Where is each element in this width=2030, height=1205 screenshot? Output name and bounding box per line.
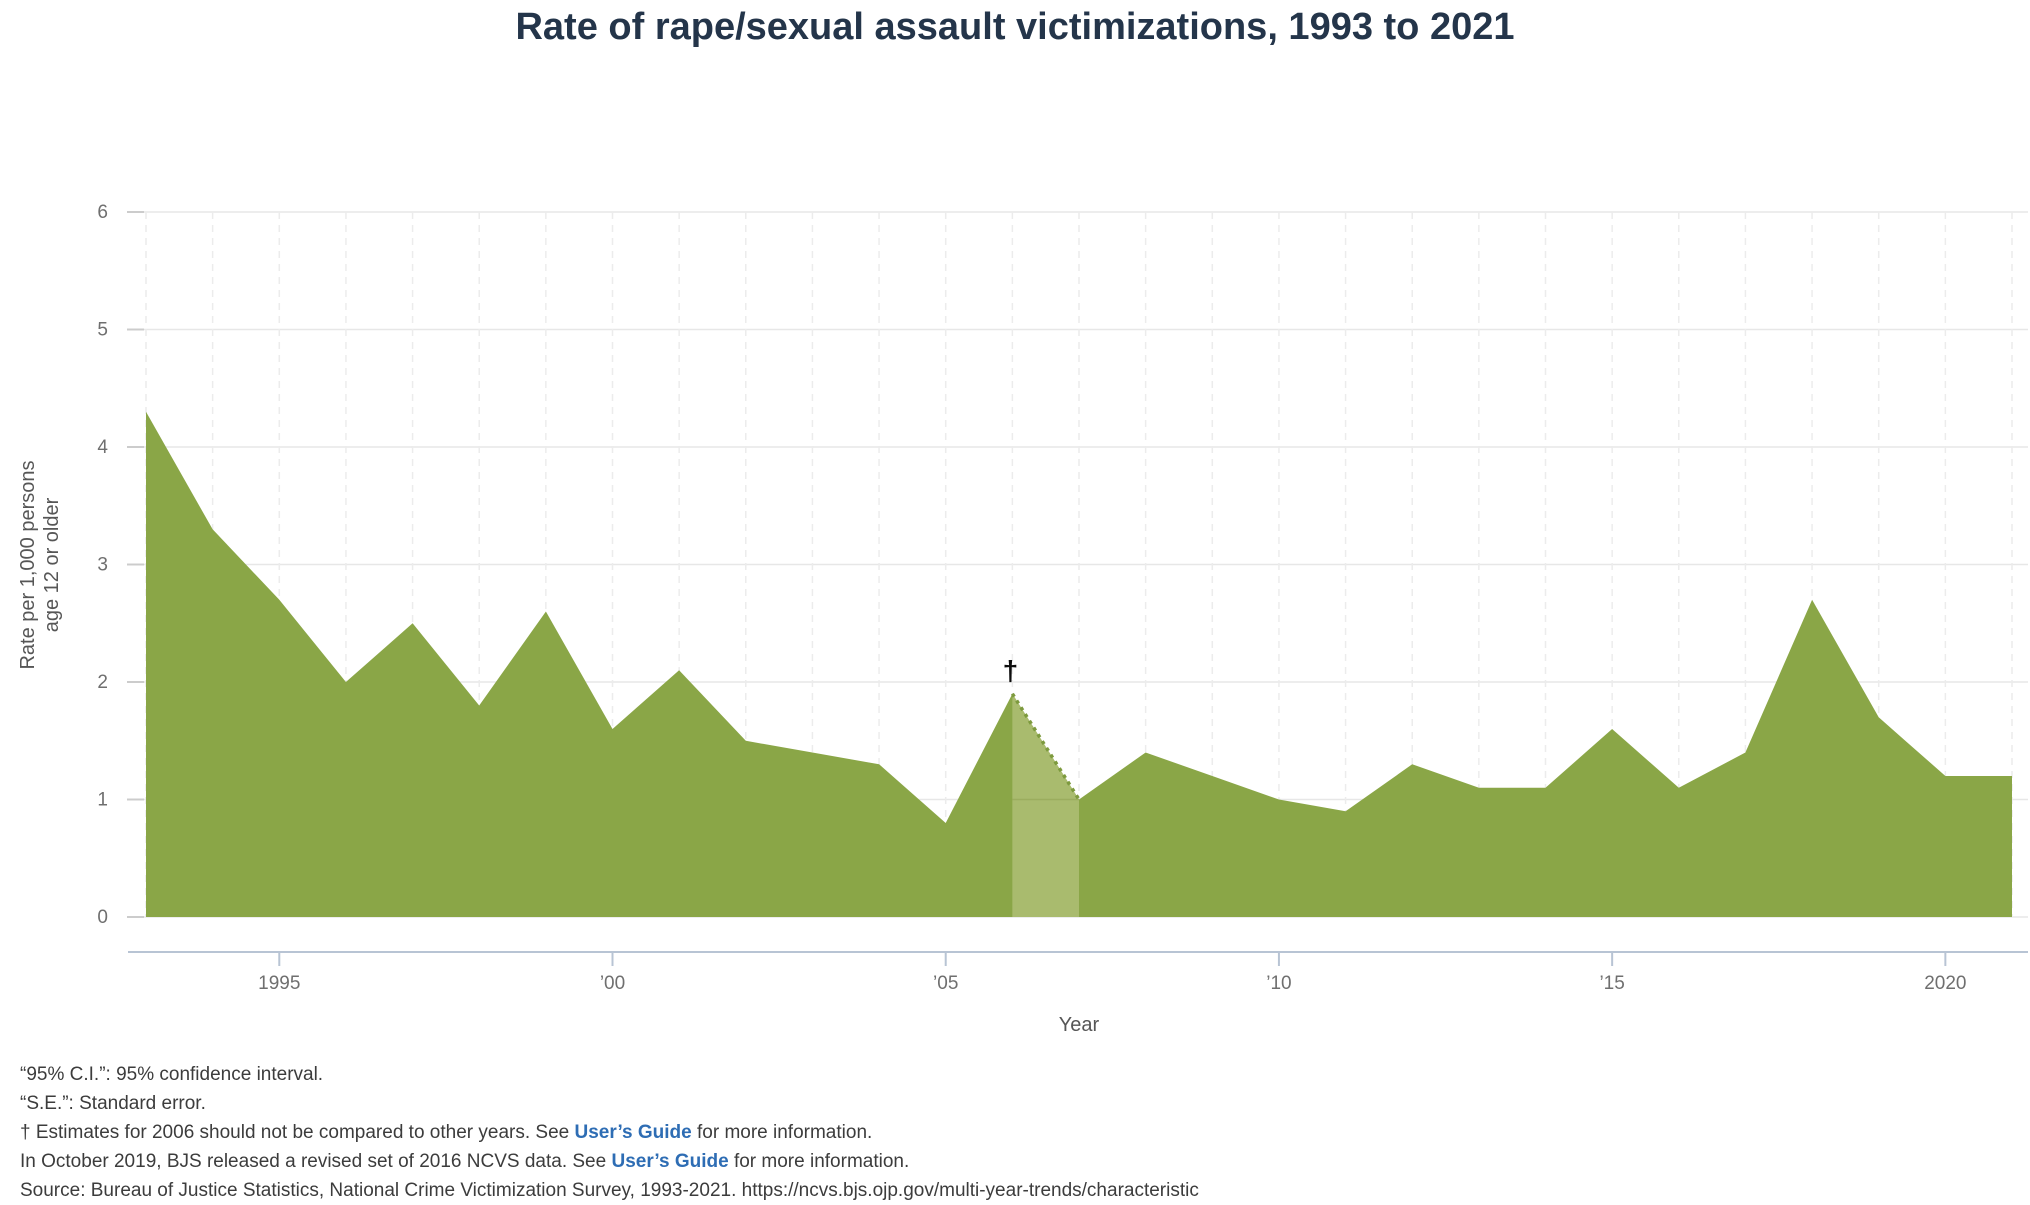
x-axis-title: Year [1059,1014,1100,1036]
note-confidence-interval: “95% C.I.”: 95% confidence interval. [20,1060,1199,1089]
chart-title: Rate of rape/sexual assault victimizatio… [515,6,1515,48]
note-text: In October 2019, BJS released a revised … [20,1151,612,1172]
note-2016-revision: In October 2019, BJS released a revised … [20,1147,1199,1176]
note-text: Source: Bureau of Justice Statistics, Na… [20,1180,1199,1201]
x-tick-label: ’00 [600,973,625,994]
y-tick-label: 0 [97,907,108,928]
note-text: “S.E.”: Standard error. [20,1093,206,1114]
note-dagger-2006: † Estimates for 2006 should not be compa… [20,1118,1199,1147]
area-series[interactable] [146,411,2012,917]
non-comparable-2006-band [1012,693,1079,917]
note-text: for more information. [691,1122,873,1143]
x-tick-label: ’15 [1599,973,1624,994]
x-tick-label: 2020 [1924,973,1966,994]
y-tick-label: 3 [97,555,108,576]
note-source: Source: Bureau of Justice Statistics, Na… [20,1176,1199,1205]
footnotes: “95% C.I.”: 95% confidence interval. “S.… [20,1060,1199,1205]
y-tick-label: 6 [97,202,108,223]
x-tick-label: ’05 [933,973,958,994]
x-tick-label: 1995 [258,973,300,994]
note-standard-error: “S.E.”: Standard error. [20,1089,1199,1118]
x-tick-label: ’10 [1266,973,1291,994]
note-text: “95% C.I.”: 95% confidence interval. [20,1064,324,1085]
y-tick-label: 4 [97,437,108,458]
users-guide-link[interactable]: User’s Guide [574,1122,692,1143]
y-tick-label: 1 [97,790,108,811]
note-text: for more information. [728,1151,910,1172]
dotted-estimate-edge [1010,692,1081,801]
dagger-annotation: † [1003,655,1019,686]
note-text: † Estimates for 2006 should not be compa… [20,1122,575,1143]
y-tick-label: 2 [97,672,108,693]
y-tick-label: 5 [97,320,108,341]
y-axis-title: Rate per 1,000 persons age 12 or older [17,460,63,669]
users-guide-link-2[interactable]: User’s Guide [611,1151,729,1172]
